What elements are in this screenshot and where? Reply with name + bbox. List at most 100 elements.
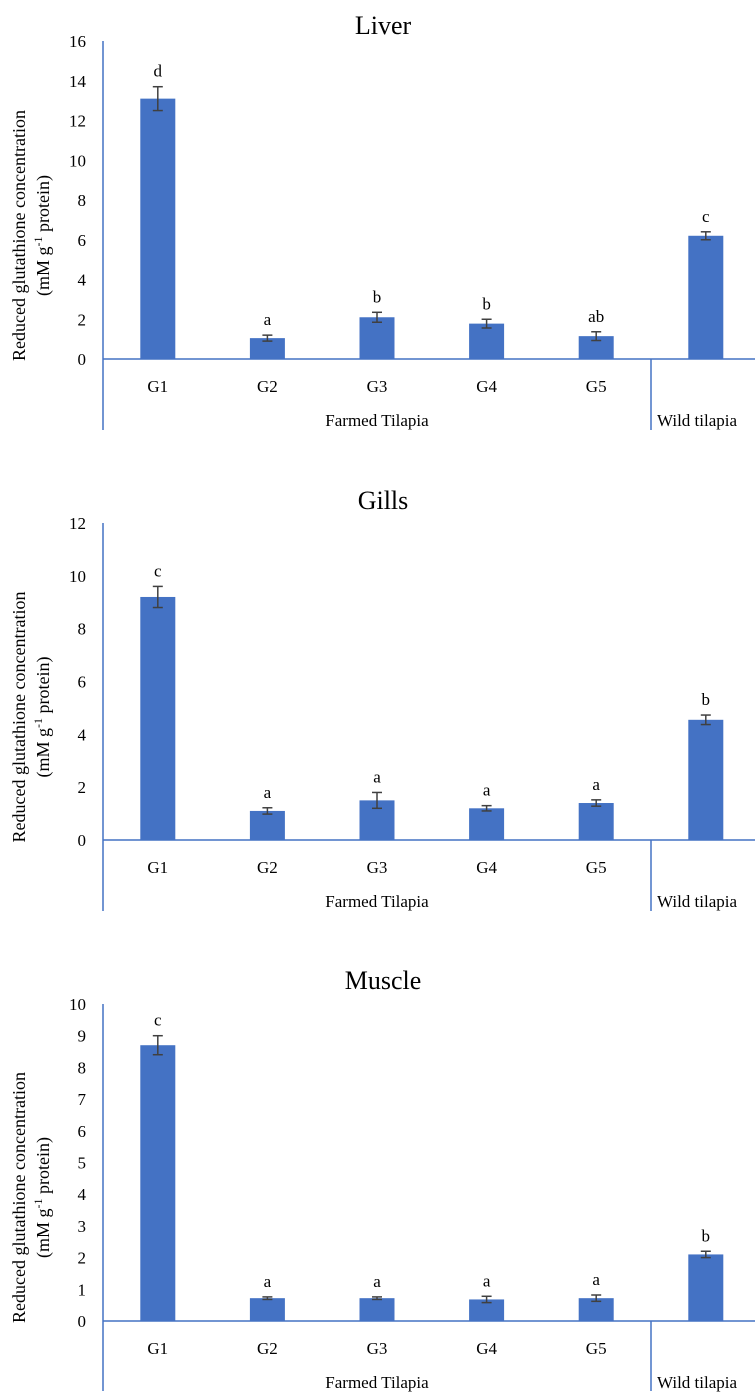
liver-category-label: G3: [367, 377, 388, 396]
gills-error-bar: [591, 799, 602, 807]
gills-y-axis-unit: (mM g-1 protein): [31, 657, 54, 778]
liver-error-bar: [372, 311, 382, 323]
liver-category-label: G1: [147, 377, 168, 396]
muscle-y-tick-label: 4: [78, 1185, 87, 1204]
muscle-bar: [469, 1299, 505, 1321]
liver-significance-letter: a: [264, 310, 272, 329]
gills-group-label: Farmed Tilapia: [325, 892, 429, 911]
gills-bar: [140, 596, 176, 840]
liver-significance-letter: d: [154, 62, 163, 81]
gills-y-tick-label: 4: [78, 725, 87, 744]
liver-significance-letter: b: [373, 287, 382, 306]
muscle-y-tick-label: 9: [78, 1027, 87, 1046]
gills-significance-letter: a: [483, 781, 491, 800]
gills-significance-letter: b: [702, 690, 711, 709]
liver-bar: [688, 235, 724, 359]
liver-y-tick-label: 0: [78, 350, 87, 369]
liver-bar: [359, 317, 395, 359]
gills-significance-letter: c: [154, 561, 162, 580]
liver-error-bar: [262, 334, 273, 342]
muscle-y-tick-label: 3: [78, 1217, 87, 1236]
gills-category-label: G4: [476, 858, 497, 877]
gills-y-tick-label: 12: [69, 514, 86, 533]
liver-significance-letter: c: [702, 207, 710, 226]
gills-title: Gills: [358, 486, 409, 515]
gills-category-label: G5: [586, 858, 607, 877]
liver-significance-letter: b: [482, 294, 491, 313]
liver-error-bar: [152, 85, 163, 112]
liver-y-axis-unit: (mM g-1 protein): [31, 175, 54, 296]
muscle-error-bar: [700, 1250, 711, 1259]
liver-error-bar: [481, 318, 492, 329]
muscle-category-label: G4: [476, 1339, 497, 1358]
gills-error-bar: [152, 585, 163, 609]
muscle-y-tick-label: 6: [78, 1122, 87, 1141]
muscle-error-bar: [262, 1296, 273, 1301]
muscle-y-tick-label: 10: [69, 995, 86, 1014]
gills-y-tick-label: 0: [78, 831, 87, 850]
muscle-bar: [140, 1045, 176, 1321]
muscle-y-tick-label: 2: [78, 1249, 87, 1268]
liver-bar: [578, 336, 614, 359]
liver-category-label: G2: [257, 377, 278, 396]
gills-bar: [688, 719, 724, 840]
liver-y-tick-label: 4: [78, 271, 87, 290]
gills-y-tick-label: 6: [78, 673, 87, 692]
muscle-y-tick-label: 8: [78, 1058, 87, 1077]
gills-significance-letter: a: [592, 775, 600, 794]
muscle-significance-letter: a: [483, 1271, 491, 1290]
muscle-bar: [578, 1298, 614, 1321]
muscle-chart-svg: Muscle Reduced glutathione concentration(…: [9, 966, 755, 1392]
liver-chart-svg: Liver Reduced glutathione concentration (m…: [9, 11, 755, 430]
liver-y-tick-label: 6: [78, 231, 87, 250]
muscle-group-label: Farmed Tilapia: [325, 1373, 429, 1392]
muscle-error-bar: [481, 1295, 492, 1304]
liver-bar: [249, 338, 285, 359]
muscle-group-label: Wild tilapia: [657, 1373, 737, 1392]
muscle-y-tick-label: 1: [78, 1280, 87, 1299]
liver-y-tick-label: 16: [69, 32, 86, 51]
liver-y-tick-label: 2: [78, 310, 87, 329]
muscle-significance-letter: a: [264, 1272, 272, 1291]
liver-y-tick-label: 12: [69, 112, 86, 131]
muscle-error-bar: [591, 1294, 602, 1303]
muscle-significance-letter: a: [373, 1272, 381, 1291]
muscle-significance-letter: b: [702, 1226, 711, 1245]
muscle-y-tick-label: 7: [78, 1090, 87, 1109]
liver-category-label: G4: [476, 377, 497, 396]
muscle-error-bar: [152, 1034, 163, 1056]
gills-bar: [469, 808, 505, 840]
muscle-bar: [359, 1298, 395, 1321]
liver-y-tick-label: 10: [69, 151, 86, 170]
gills-category-label: G1: [147, 858, 168, 877]
muscle-y-tick-label: 5: [78, 1154, 87, 1173]
muscle-chart: Muscle Reduced glutathione concentration(…: [0, 955, 755, 1392]
muscle-category-label: G2: [257, 1339, 278, 1358]
gills-error-bar: [372, 791, 382, 810]
muscle-significance-letter: c: [154, 1011, 162, 1030]
liver-significance-letter: ab: [588, 307, 604, 326]
gills-y-axis-label: Reduced glutathione concentration: [9, 592, 29, 843]
gills-y-tick-label: 8: [78, 620, 87, 639]
muscle-significance-letter: a: [592, 1270, 600, 1289]
gills-group-label: Wild tilapia: [657, 892, 737, 911]
gills-y-tick-label: 10: [69, 567, 86, 586]
liver-group-label: Wild tilapia: [657, 411, 737, 430]
gills-error-bar: [481, 804, 492, 812]
gills-bar: [249, 810, 285, 840]
liver-title: Liver: [355, 11, 412, 40]
muscle-error-bar: [372, 1296, 382, 1301]
liver-category-label: G5: [586, 377, 607, 396]
muscle-bar: [249, 1298, 285, 1321]
liver-chart: Liver Reduced glutathione concentration (m…: [0, 0, 755, 440]
liver-error-bar: [700, 231, 711, 241]
liver-error-bar: [591, 331, 602, 342]
gills-bar: [578, 803, 614, 840]
liver-group-label: Farmed Tilapia: [325, 411, 429, 430]
liver-y-tick-label: 14: [69, 72, 87, 91]
muscle-category-label: G1: [147, 1339, 168, 1358]
gills-y-tick-label: 2: [78, 778, 87, 797]
liver-bar: [140, 98, 176, 359]
muscle-bar: [688, 1254, 724, 1321]
muscle-category-label: G5: [586, 1339, 607, 1358]
